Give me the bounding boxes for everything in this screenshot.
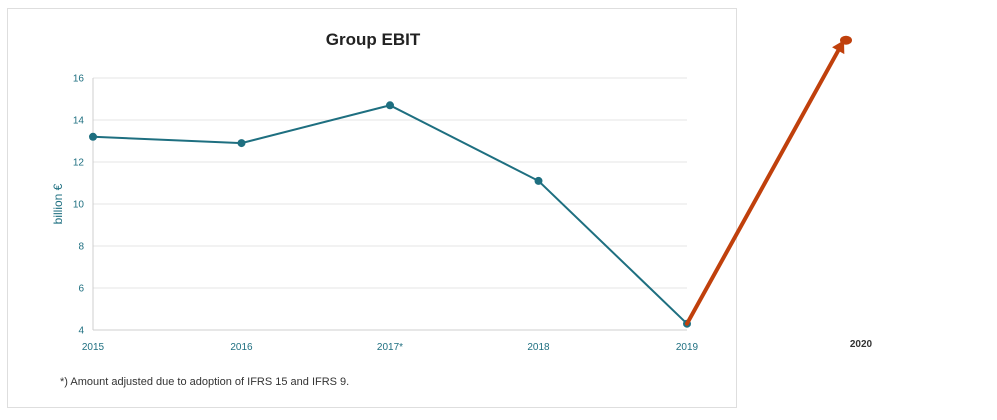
series-group [89,101,691,328]
annotation-arrow-line [685,38,846,326]
series-line [92,104,688,325]
x-tick-label: 2018 [527,342,550,353]
data-point[interactable] [386,101,394,110]
grid [92,77,687,331]
y-axis-label: billion € [51,183,65,224]
annotation-arrowhead [832,40,845,55]
data-point[interactable] [534,176,543,185]
y-tick-label: 8 [78,242,84,253]
x-tick-label: 2017* [377,342,403,353]
data-point[interactable] [237,139,246,148]
x-axis-ticks: 2015 2016 2017* 2018 2019 [82,342,699,353]
chart-frame [7,8,737,408]
x-tick-label: 2015 [82,342,105,353]
y-tick-label: 16 [73,74,85,85]
y-tick-label: 6 [78,284,84,295]
y-tick-label: 14 [73,116,85,127]
y-axis-ticks: 4 6 8 10 12 14 16 [73,74,85,337]
annotation-group: 2020 [685,35,873,350]
data-point[interactable] [89,132,97,141]
x-tick-label: 2019 [676,342,699,353]
y-tick-label: 4 [78,326,84,337]
y-tick-label: 12 [73,158,85,169]
x-tick-label: 2016 [230,342,253,353]
y-tick-label: 10 [73,200,85,211]
annotation-arrow-tip [840,35,852,45]
footnote: *) Amount adjusted due to adoption of IF… [60,376,349,388]
chart-title: Group EBIT [326,30,421,49]
annotation-year-label: 2020 [850,339,873,350]
